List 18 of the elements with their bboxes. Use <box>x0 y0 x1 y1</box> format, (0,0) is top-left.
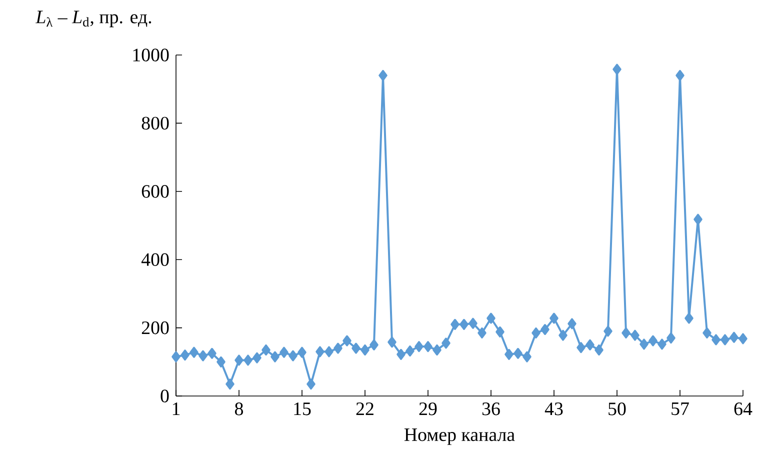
y-axis-title: L$_{λ}$ – L$_{d}$, пр. ед. <box>35 10 152 28</box>
y-tick-label: 400 <box>141 253 169 266</box>
x-tick-label: 22 <box>356 402 374 416</box>
x-tick-label: 8 <box>234 402 243 416</box>
x-tick-label: 29 <box>419 402 437 416</box>
x-tick-label: 36 <box>482 402 500 416</box>
x-tick-label: 64 <box>734 402 752 416</box>
x-tick-label: 1 <box>172 402 180 416</box>
y-tick-label: 800 <box>142 116 169 130</box>
x-tick-label: 50 <box>608 402 626 416</box>
y-tick-label: 200 <box>142 321 169 334</box>
x-tick-label: 43 <box>544 402 563 416</box>
x-tick-label: 15 <box>294 402 311 416</box>
y-tick-label: 600 <box>142 185 169 198</box>
x-tick-label: 57 <box>672 402 689 416</box>
x-axis-title: Номер канала <box>404 428 515 445</box>
y-tick-label: 0 <box>160 390 169 402</box>
y-tick-label: 1000 <box>133 48 169 62</box>
